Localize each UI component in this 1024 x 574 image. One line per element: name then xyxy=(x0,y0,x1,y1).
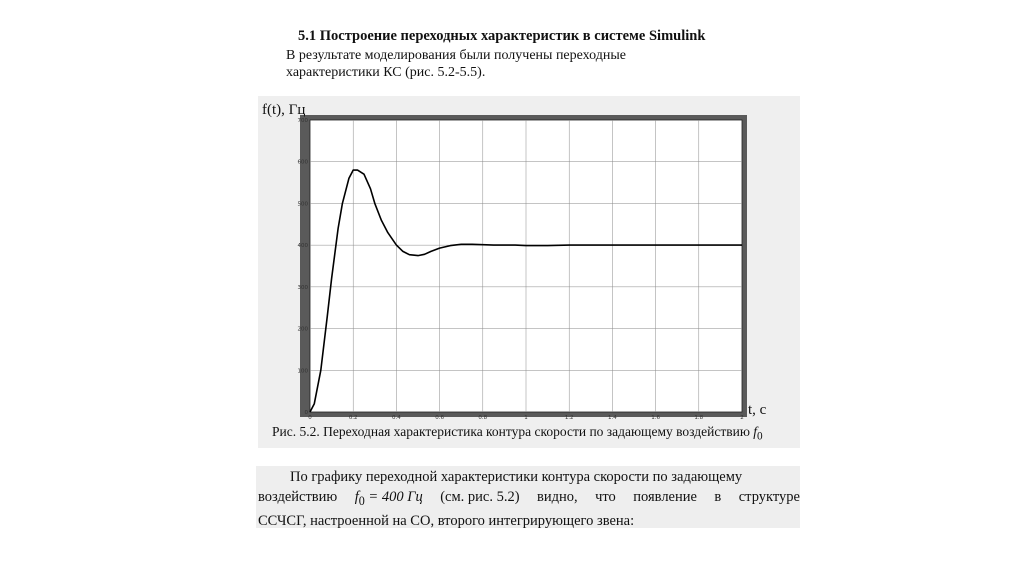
intro-line-2: характеристики КС (рис. 5.2-5.5). xyxy=(286,65,486,80)
word: воздействию xyxy=(258,489,338,505)
caption-text: Рис. 5.2. Переходная характеристика конт… xyxy=(272,424,754,439)
y-tick-label: 700 xyxy=(298,118,309,124)
y-tick-label: 100 xyxy=(298,368,309,374)
word: видно, xyxy=(537,489,578,505)
x-tick-label: 0.6 xyxy=(435,415,444,421)
x-tick-label: 1.8 xyxy=(694,415,703,421)
y-tick-label: 300 xyxy=(298,285,309,291)
word: что xyxy=(595,489,616,505)
word: в xyxy=(714,489,722,505)
x-tick-label: 0.8 xyxy=(478,415,487,421)
formula-value: = 400 Гц xyxy=(368,489,423,505)
word: появление xyxy=(633,489,697,505)
x-tick-label: 1 xyxy=(524,415,528,421)
intro-text: В результате моделирования были получены… xyxy=(286,47,706,81)
x-tick-label: 1.6 xyxy=(651,415,660,421)
y-tick-label: 400 xyxy=(298,243,309,249)
x-tick-label: 2 xyxy=(740,415,744,421)
caption-subscript: 0 xyxy=(757,430,763,443)
paragraph-line-3: ССЧСГ, настроенной на СО, второго интегр… xyxy=(258,512,635,529)
formula: f0 = 400 Гц xyxy=(355,487,423,511)
formula-subscript: 0 xyxy=(358,493,365,508)
y-tick-label: 0 xyxy=(305,410,309,416)
x-tick-label: 0.4 xyxy=(392,415,401,421)
figure-panel: 0 0.2 0.4 0.6 0.8 1 1.2 1.4 1.6 1.8 2 0 100 200 300 400… xyxy=(258,96,800,448)
paragraph-line-2: воздействию f0 = 400 Гц (см. рис. 5.2) в… xyxy=(258,487,800,511)
word: структуре xyxy=(738,489,800,505)
paragraph-line-1: По графику переходной характеристики кон… xyxy=(290,469,743,485)
section-title: 5.1 Построение переходных характеристик … xyxy=(298,28,706,44)
series-line xyxy=(309,169,742,413)
word: (см. рис. 5.2) xyxy=(440,489,520,505)
y-tick-label: 500 xyxy=(298,201,309,207)
step-response-chart: 0 0.2 0.4 0.6 0.8 1 1.2 1.4 1.6 1.8 2 0 100 200 300 400… xyxy=(262,102,767,421)
x-tick-label: 1.2 xyxy=(565,415,574,421)
formula-symbol: f xyxy=(354,489,359,505)
intro-line-1: В результате моделирования были получены… xyxy=(286,48,626,63)
y-tick-label: 600 xyxy=(298,160,309,166)
figure-caption: Рис. 5.2. Переходная характеристика конт… xyxy=(272,424,763,443)
caption-symbol: f xyxy=(753,424,758,439)
y-axis-label: f(t), Гц xyxy=(262,102,305,118)
x-tick-label: 0 xyxy=(308,415,312,421)
x-tick-label: 1.4 xyxy=(608,415,617,421)
body-paragraph: По графику переходной характеристики кон… xyxy=(256,466,800,529)
x-tick-label: 0.2 xyxy=(349,415,358,421)
x-axis-label: t, с xyxy=(748,402,767,418)
y-tick-label: 200 xyxy=(298,327,309,333)
